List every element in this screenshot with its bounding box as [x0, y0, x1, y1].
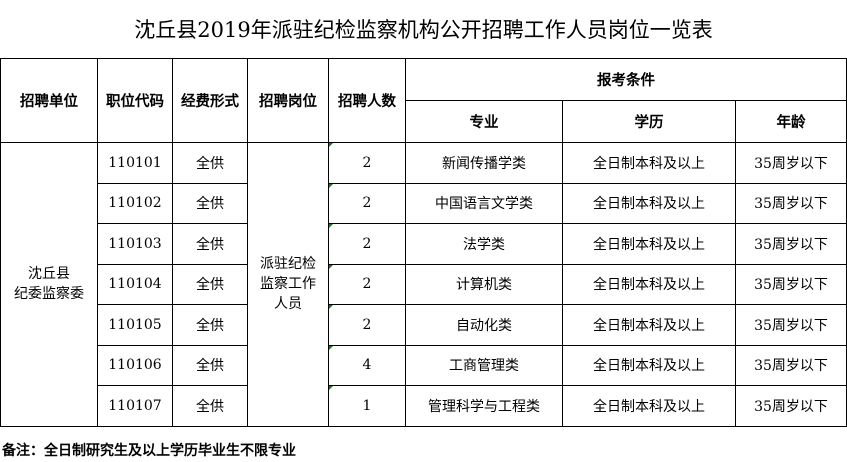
age-cell: 35周岁以下 [734, 263, 847, 305]
education-cell: 全日制本科及以上 [562, 304, 736, 346]
education-cell: 全日制本科及以上 [562, 142, 736, 184]
major-cell: 工商管理类 [405, 344, 563, 386]
post-name: 派驻纪检 监察工作 人员 [260, 256, 316, 313]
funding-cell: 全供 [172, 223, 248, 265]
education-cell: 全日制本科及以上 [562, 385, 736, 427]
code-cell: 110107 [97, 385, 173, 427]
header-code: 职位代码 [97, 58, 173, 143]
major-cell: 法学类 [405, 223, 563, 265]
table-row: 110102 全供 2 中国语言文学类 全日制本科及以上 35周岁以下 [1, 182, 847, 224]
table-row: 110106 全供 4 工商管理类 全日制本科及以上 35周岁以下 [1, 344, 847, 386]
age-cell: 35周岁以下 [734, 304, 847, 346]
funding-cell: 全供 [172, 385, 248, 427]
unit-name: 沈丘县 纪委监察委 [14, 266, 84, 303]
header-education: 学历 [562, 100, 736, 143]
funding-cell: 全供 [172, 142, 248, 184]
major-cell: 管理科学与工程类 [405, 385, 563, 427]
funding-cell: 全供 [172, 263, 248, 305]
post-cell: 派驻纪检 监察工作 人员 [247, 142, 329, 427]
header-conditions: 报考条件 [404, 58, 847, 101]
code-cell: 110106 [97, 344, 173, 386]
header-post: 招聘岗位 [247, 58, 329, 143]
page-title: 沈丘县2019年派驻纪检监察机构公开招聘工作人员岗位一览表 [134, 18, 713, 42]
header-age: 年龄 [734, 100, 847, 143]
age-cell: 35周岁以下 [734, 223, 847, 265]
funding-cell: 全供 [172, 182, 248, 224]
code-cell: 110101 [97, 142, 173, 184]
header-funding: 经费形式 [172, 58, 248, 143]
education-cell: 全日制本科及以上 [562, 182, 736, 224]
table-row: 110104 全供 2 计算机类 全日制本科及以上 35周岁以下 [1, 263, 847, 305]
age-cell: 35周岁以下 [734, 142, 847, 184]
count-cell: 2 [328, 263, 406, 305]
education-cell: 全日制本科及以上 [562, 344, 736, 386]
age-cell: 35周岁以下 [734, 385, 847, 427]
header-major: 专业 [405, 100, 563, 143]
table-row: 110107 全供 1 管理科学与工程类 全日制本科及以上 35周岁以下 [1, 385, 847, 427]
funding-cell: 全供 [172, 344, 248, 386]
positions-table: 招聘单位 职位代码 经费形式 招聘岗位 招聘人数 报考条件 专业 学历 年龄 沈… [0, 58, 847, 427]
count-cell: 2 [328, 223, 406, 265]
count-cell: 2 [328, 304, 406, 346]
count-cell: 4 [328, 344, 406, 386]
major-cell: 中国语言文学类 [405, 182, 563, 224]
major-cell: 自动化类 [405, 304, 563, 346]
code-cell: 110102 [97, 182, 173, 224]
table-row: 110105 全供 2 自动化类 全日制本科及以上 35周岁以下 [1, 304, 847, 346]
major-cell: 新闻传播学类 [405, 142, 563, 184]
table-row: 沈丘县 纪委监察委 110101 全供 派驻纪检 监察工作 人员 2 新闻传播学类 全日制本… [0, 142, 847, 427]
code-cell: 110103 [97, 223, 173, 265]
education-cell: 全日制本科及以上 [562, 223, 736, 265]
code-cell: 110105 [97, 304, 173, 346]
unit-cell: 沈丘县 纪委监察委 [0, 142, 98, 427]
footnote: 备注：全日制研究生及以上学历毕业生不限专业 [2, 443, 296, 459]
education-cell: 全日制本科及以上 [562, 263, 736, 305]
major-cell: 计算机类 [405, 263, 563, 305]
code-cell: 110104 [97, 263, 173, 305]
table-row: 110103 全供 2 法学类 全日制本科及以上 35周岁以下 [1, 223, 847, 265]
count-cell: 2 [328, 182, 406, 224]
count-cell: 1 [328, 385, 406, 427]
header-unit: 招聘单位 [0, 58, 98, 143]
count-cell: 2 [328, 142, 406, 184]
age-cell: 35周岁以下 [734, 182, 847, 224]
age-cell: 35周岁以下 [734, 344, 847, 386]
funding-cell: 全供 [172, 304, 248, 346]
header-count: 招聘人数 [328, 58, 406, 143]
